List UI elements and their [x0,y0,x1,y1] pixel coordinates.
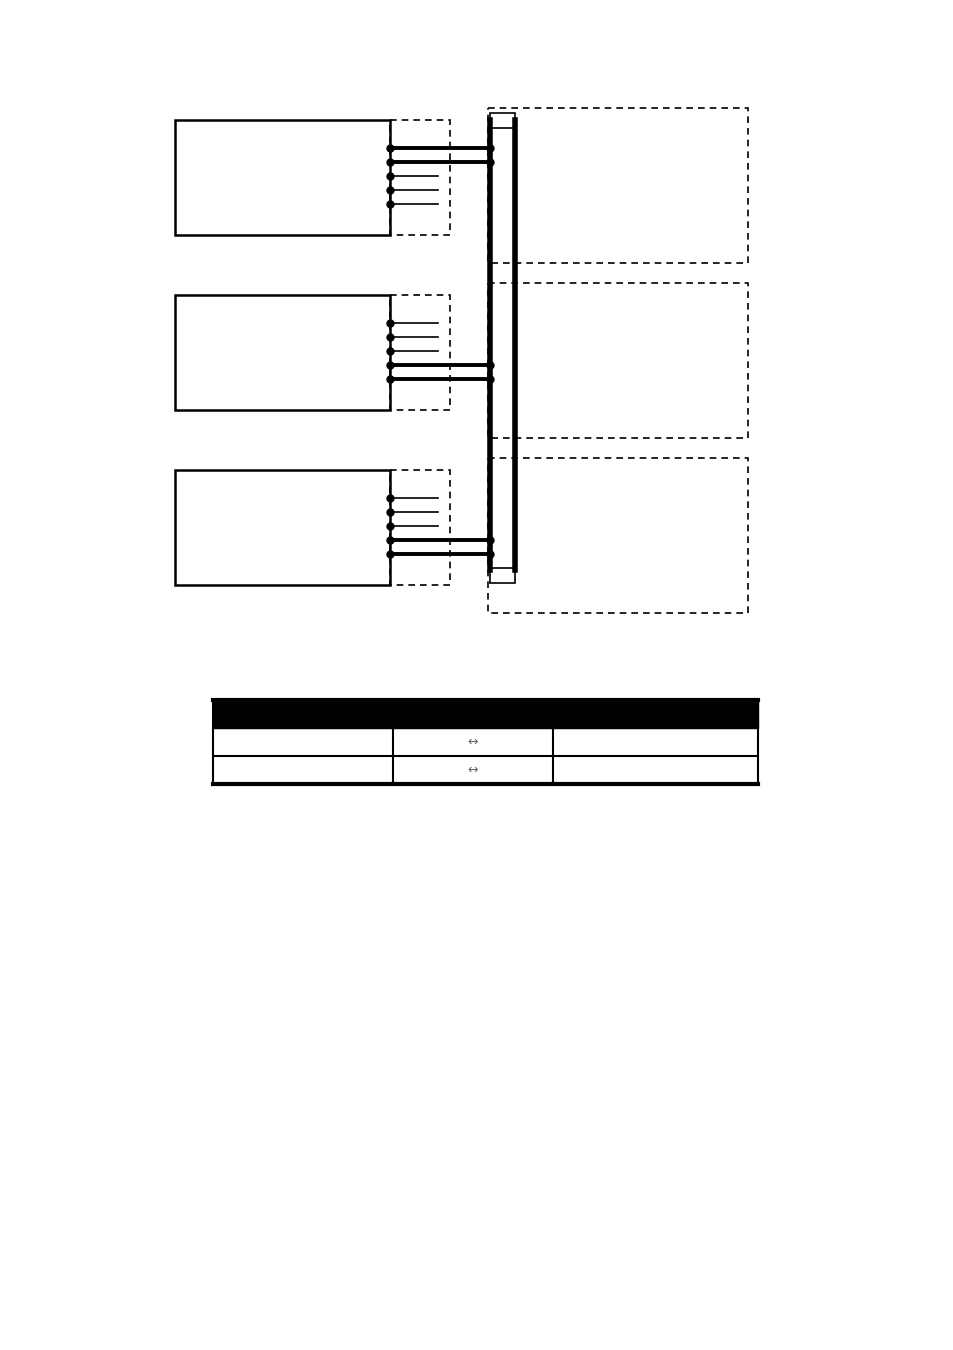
Text: ↔: ↔ [467,764,477,776]
Bar [488,284,747,437]
Bar [390,470,450,585]
Bar [174,296,390,410]
Bar [390,296,450,410]
Bar [490,113,515,128]
Bar [488,458,747,613]
Bar [174,120,390,235]
Bar [390,120,450,235]
Bar [174,470,390,585]
Bar [490,568,515,583]
Text: ↔: ↔ [467,736,477,748]
Bar [488,108,747,263]
